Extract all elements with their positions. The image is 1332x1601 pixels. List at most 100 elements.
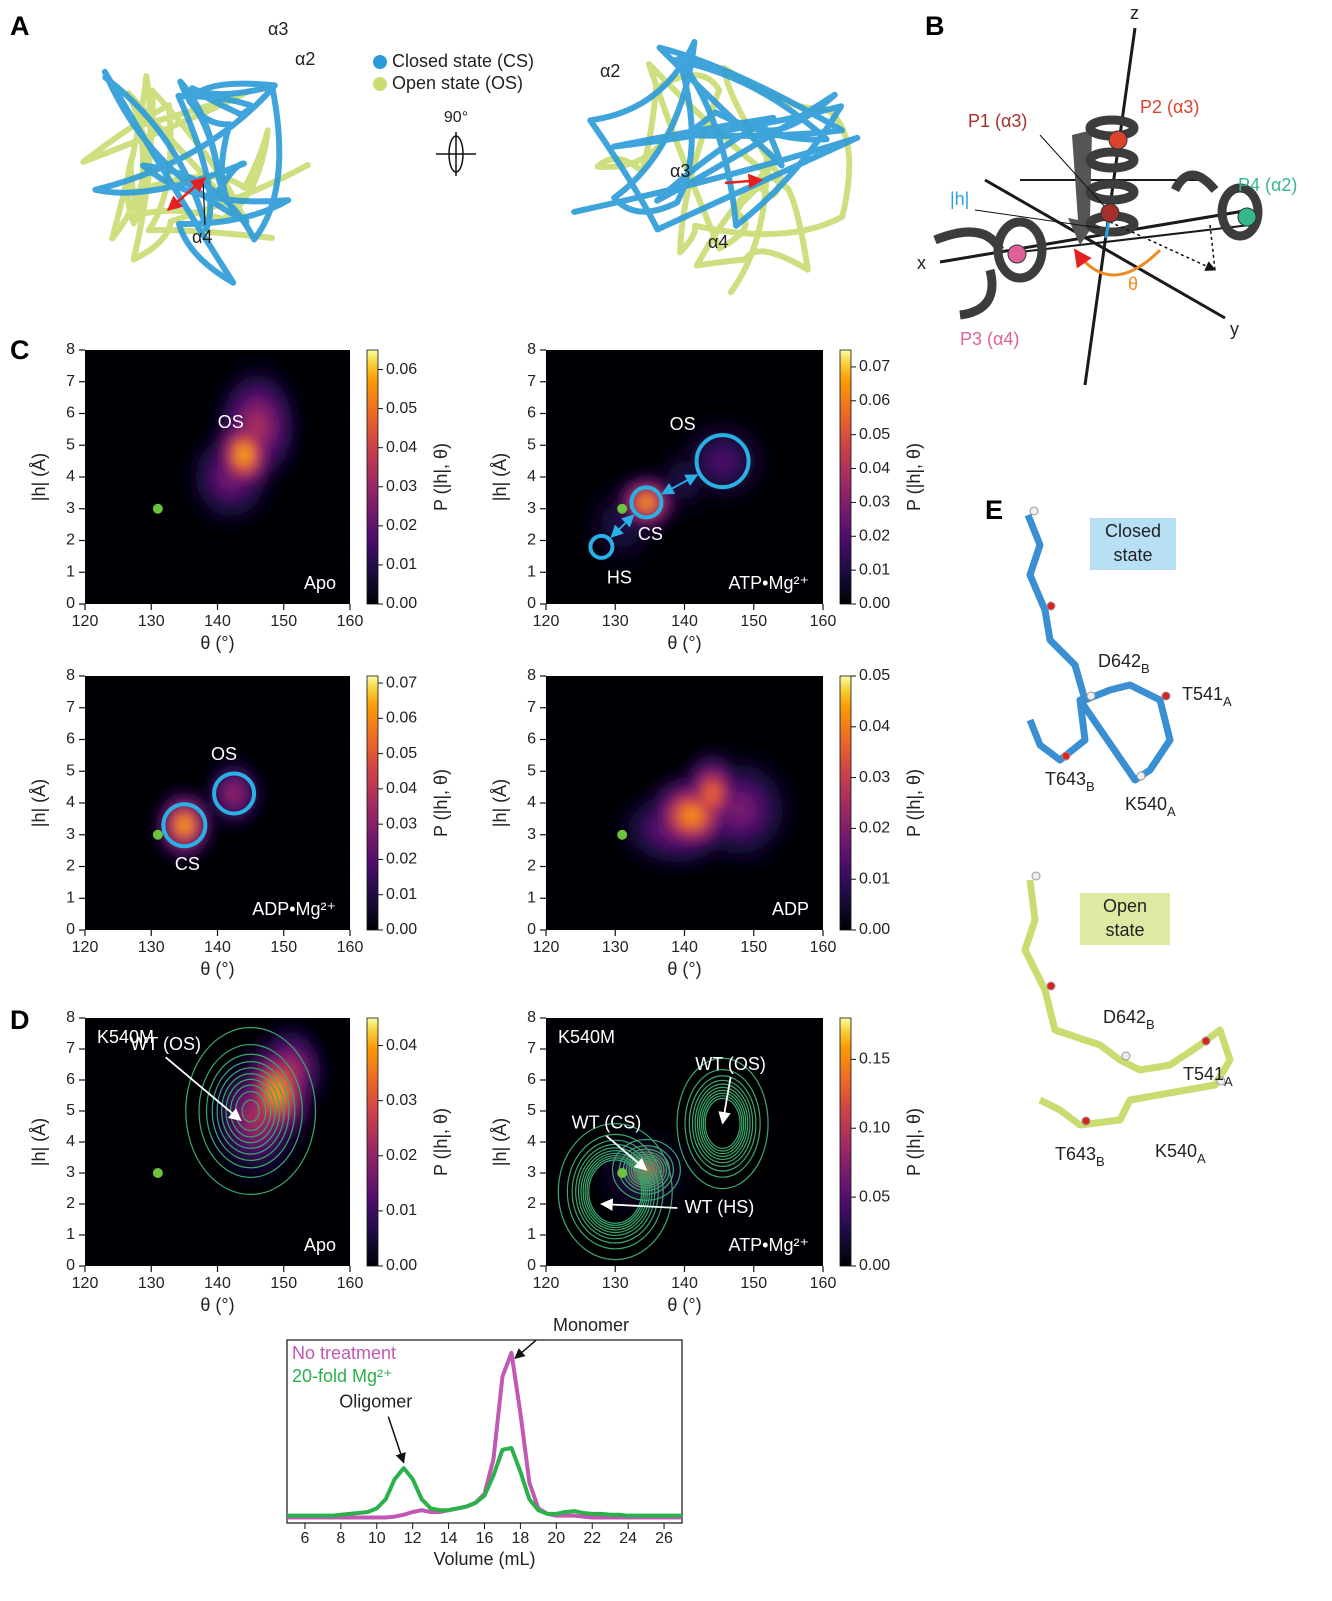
x-tick-label: 150 — [740, 939, 767, 956]
residue-label: D642B — [1098, 651, 1150, 676]
y-axis-label: |h| (Å) — [29, 1118, 49, 1166]
x-tick-label: 160 — [337, 1275, 364, 1292]
residue-name: K540 — [1125, 794, 1167, 814]
density-level — [642, 499, 650, 506]
colorbar-tick-label: 0.00 — [386, 595, 417, 612]
x-tick-label: 140 — [204, 613, 231, 630]
point-label: P2 (α3) — [1140, 97, 1199, 117]
y-tick-label: 6 — [66, 731, 75, 748]
y-tick-label: 7 — [66, 1040, 75, 1057]
legend-label: Closed state (CS) — [392, 51, 534, 71]
colorbar-tick-label: 0.02 — [859, 527, 890, 544]
y-tick-label: 8 — [527, 341, 536, 358]
residue-chain: A — [1223, 694, 1232, 709]
residue-chain: B — [1086, 779, 1095, 794]
atom — [1202, 1037, 1210, 1045]
atom — [1122, 1052, 1130, 1060]
x-axis-label: θ (°) — [200, 959, 234, 979]
y-tick-label: 8 — [527, 1009, 536, 1026]
vector-label: |h| — [950, 189, 969, 209]
helix-label: α2 — [295, 49, 315, 69]
x-tick-label: 150 — [270, 939, 297, 956]
point-sphere — [1008, 245, 1026, 263]
density-level — [708, 788, 716, 799]
atom — [1162, 692, 1170, 700]
y-tick-label: 3 — [527, 500, 536, 517]
point-label: P4 (α2) — [1238, 175, 1297, 195]
density-level — [181, 821, 189, 830]
colorbar — [367, 350, 378, 604]
x-tick-label: 130 — [602, 1275, 629, 1292]
x-tick-label: 130 — [602, 613, 629, 630]
colorbar-tick-label: 0.06 — [386, 361, 417, 378]
residue-chain: A — [1224, 1074, 1233, 1089]
colorbar — [840, 676, 851, 930]
residue-chain: B — [1096, 1154, 1105, 1169]
point-sphere — [1238, 208, 1256, 226]
colorbar-tick-label: 0.04 — [386, 780, 417, 797]
panel-label: A — [10, 11, 30, 41]
state-title: state — [1105, 920, 1144, 940]
colorbar-tick-label: 0.10 — [859, 1119, 890, 1136]
colorbar-tick-label: 0.04 — [386, 1037, 417, 1054]
colorbar-label: P (|h|, θ) — [431, 769, 451, 837]
colorbar-tick-label: 0.01 — [386, 886, 417, 903]
state-title: Open — [1103, 896, 1147, 916]
y-axis-label: |h| (Å) — [490, 453, 510, 501]
panel-label: B — [925, 11, 945, 41]
y-tick-label: 1 — [527, 889, 536, 906]
colorbar-label: P (|h|, θ) — [904, 1108, 924, 1176]
residue-label: T643B — [1055, 1144, 1105, 1169]
y-tick-label: 1 — [66, 563, 75, 580]
x-tick-label: 12 — [404, 1530, 422, 1547]
y-tick-label: 2 — [527, 1195, 536, 1212]
colorbar-label: P (|h|, θ) — [431, 443, 451, 511]
y-tick-label: 4 — [527, 468, 536, 485]
state-title: Closed — [1105, 521, 1161, 541]
state-label: OS — [670, 414, 696, 434]
colorbar-tick-label: 0.01 — [386, 1202, 417, 1219]
y-axis-label: |h| (Å) — [29, 453, 49, 501]
y-tick-label: 0 — [66, 595, 75, 612]
state-title: state — [1113, 545, 1152, 565]
point-sphere — [1101, 204, 1119, 222]
state-label: CS — [638, 524, 663, 544]
residue-name: K540 — [1155, 1141, 1197, 1161]
y-tick-label: 4 — [66, 794, 75, 811]
residue-chain: B — [1146, 1017, 1155, 1032]
colorbar-tick-label: 0.03 — [859, 769, 890, 786]
y-tick-label: 8 — [66, 341, 75, 358]
x-tick-label: 160 — [337, 939, 364, 956]
colorbar-tick-label: 0.04 — [386, 439, 417, 456]
point-sphere — [1109, 131, 1127, 149]
state-label: HS — [607, 568, 632, 588]
colorbar-tick-label: 0.05 — [859, 667, 890, 684]
colorbar-tick-label: 0.00 — [386, 921, 417, 938]
x-tick-label: 120 — [72, 1275, 99, 1292]
colorbar — [840, 350, 851, 604]
colorbar-tick-label: 0.04 — [859, 460, 890, 477]
y-tick-label: 8 — [66, 1009, 75, 1026]
colorbar-tick-label: 0.02 — [859, 820, 890, 837]
reference-point — [153, 830, 163, 840]
structure-e: ClosedstateD642BT541AT643BK540AOpenstate… — [1025, 507, 1233, 1169]
y-tick-label: 2 — [66, 532, 75, 549]
colorbar-tick-label: 0.02 — [386, 517, 417, 534]
residue-name: D642 — [1103, 1007, 1146, 1027]
x-tick-label: 160 — [810, 1275, 837, 1292]
y-tick-label: 4 — [527, 1133, 536, 1150]
figure: A B C D E α3 α2 α4 α2 α3 α4 Closed state… — [0, 0, 1332, 1596]
x-tick-label: 140 — [671, 1275, 698, 1292]
x-axis-label: θ (°) — [200, 633, 234, 653]
state-label: CS — [175, 854, 200, 874]
condition-label: ADP — [772, 899, 809, 919]
x-tick-label: 10 — [368, 1530, 386, 1547]
residue-label: T541A — [1182, 684, 1232, 709]
condition-label: Apo — [304, 573, 336, 593]
colorbar — [367, 1018, 378, 1266]
atom — [1047, 982, 1055, 990]
reference-point — [617, 504, 627, 514]
annotation-arrow — [388, 1417, 403, 1463]
x-tick-label: 16 — [476, 1530, 494, 1547]
state-label: WT (HS) — [685, 1197, 755, 1217]
